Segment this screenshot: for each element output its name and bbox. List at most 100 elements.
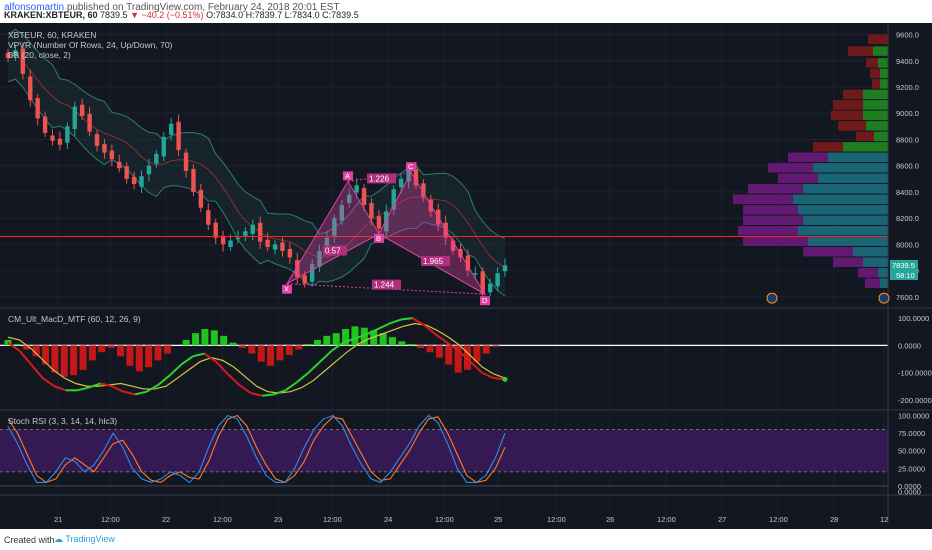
macd-line-segment [389, 318, 402, 325]
point-a-bg [343, 171, 353, 181]
rsi-d-line [7, 414, 506, 484]
time-axis-label: 12:00 [657, 515, 676, 524]
price-axis-label: 8400.0 [896, 188, 919, 197]
macd-histogram-bar [238, 345, 246, 349]
price-axis-label: 9200.0 [896, 83, 919, 92]
macd-histogram-bar [88, 345, 96, 361]
candle-body [5, 52, 11, 59]
ohlc-values: O:7834.0 H:7839.7 L:7834.0 C:7839.5 [206, 10, 359, 20]
time-axis-label: 26 [606, 515, 614, 524]
macd-histogram-bar [154, 345, 162, 361]
vp-up-bar [880, 278, 888, 288]
candle-body [384, 211, 389, 232]
candle-body [206, 210, 211, 225]
macd-line-segment [262, 393, 274, 397]
event-badge [766, 292, 778, 304]
time-axis-label: 12:00 [213, 515, 232, 524]
time-axis-label: 12 [880, 515, 888, 524]
candle-body [146, 165, 152, 175]
ratio-label-bg [323, 245, 347, 256]
ratio-label-bg [367, 173, 396, 184]
macd-histogram-bar [492, 345, 500, 347]
vp-down-bar [778, 173, 818, 184]
point-b: B [376, 234, 381, 243]
footer: Created with ☁ TradingView [0, 530, 932, 550]
candle-body [324, 237, 330, 249]
time-axis-label: 24 [384, 515, 392, 524]
price-axis-label: 8800.0 [896, 135, 919, 144]
legend-symbol: XBTEUR, 60, KRAKEN [8, 30, 96, 40]
rsi-axis-label: 100.0000 [898, 412, 929, 421]
macd-histogram-bar [463, 345, 471, 370]
point-x-bg [282, 284, 292, 294]
vp-up-bar [863, 257, 888, 267]
last-price: 7839.5 [100, 10, 128, 20]
harmonic-pattern[interactable]: X A B C D 1.226 0.57 1.965 1.244 [282, 162, 490, 306]
time-axis[interactable]: 21 12:00 22 12:00 23 12:00 24 12:00 25 12:00 26 12:… [54, 515, 888, 524]
vp-up-bar [793, 194, 888, 205]
vp-up-bar [880, 79, 888, 89]
stoch-rsi-pane [0, 414, 888, 487]
vp-down-bar [848, 46, 873, 56]
candle-body [213, 222, 218, 238]
ratio-label: 0.57 [325, 247, 341, 256]
macd-histogram-bar [388, 337, 396, 346]
price-axis-label: 9400.0 [896, 57, 919, 66]
candle-body [42, 116, 48, 133]
macd-line-segment [273, 389, 286, 396]
candle-body [480, 271, 485, 295]
candle-body [495, 273, 500, 287]
candle-body [265, 239, 270, 247]
vp-down-bar [843, 89, 863, 100]
chart-area[interactable]: X A B C D 1.226 0.57 1.965 1.244 100.0000 0.0000 -… [0, 23, 932, 529]
legend-macd: CM_Ult_MacD_MTF (60, 12, 26, 9) [8, 314, 141, 324]
candle-body [79, 104, 85, 116]
point-d-bg [480, 296, 490, 306]
macd-line-segment [469, 360, 483, 374]
macd-histogram-bar [323, 335, 331, 346]
macd-line-segment [481, 371, 494, 379]
ratio-label: 1.226 [369, 174, 390, 183]
bb-lower [7, 78, 506, 297]
ratio-label-bg [421, 256, 450, 267]
candle-body [50, 135, 55, 141]
vp-down-bar [856, 131, 874, 142]
macd-line-segment [446, 341, 460, 352]
candle-body [235, 237, 241, 240]
candle-body [339, 205, 345, 221]
macd-histogram-bar [98, 345, 106, 353]
vp-down-bar [858, 267, 878, 278]
macd-line-segment [123, 390, 136, 396]
vp-down-bar [870, 68, 880, 79]
price-axis[interactable]: 100.0000 0.0000 -100.0000 -200.0000 100.0000… [766, 23, 932, 523]
macd-line-segment [203, 352, 217, 363]
candle-body [191, 168, 196, 192]
candle-body [154, 153, 159, 164]
candle-body [94, 134, 100, 147]
vp-down-bar [865, 278, 880, 288]
macd-histogram-bar [257, 345, 265, 362]
candle-body [258, 222, 263, 242]
time-axis-label: 22 [162, 515, 170, 524]
macd-axis-label: 0.0000 [898, 341, 921, 350]
candle-body [20, 48, 26, 74]
macd-histogram-bar [192, 333, 200, 346]
macd-line-segment [146, 383, 159, 393]
point-c: C [408, 162, 414, 171]
author-link[interactable]: alfonsomartin [4, 2, 65, 13]
volume-profile [733, 34, 888, 288]
macd-histogram-bar [435, 345, 443, 358]
candle-body [421, 183, 426, 198]
macd-line-segment [7, 341, 21, 352]
macd-histogram-bar [70, 345, 78, 376]
chart-canvas[interactable]: X A B C D 1.226 0.57 1.965 1.244 100.0000 0.0000 -… [0, 23, 932, 529]
macd-line-segment [180, 355, 194, 366]
macd-histogram-bar [407, 344, 415, 346]
vp-up-bar [873, 46, 888, 56]
tradingview-logo[interactable]: ☁ TradingView [54, 534, 115, 544]
macd-histogram-bar [398, 341, 406, 346]
vp-up-bar [878, 58, 888, 68]
macd-line-segment [400, 317, 413, 321]
point-b-bg [374, 233, 384, 243]
vp-down-bar [803, 246, 853, 257]
